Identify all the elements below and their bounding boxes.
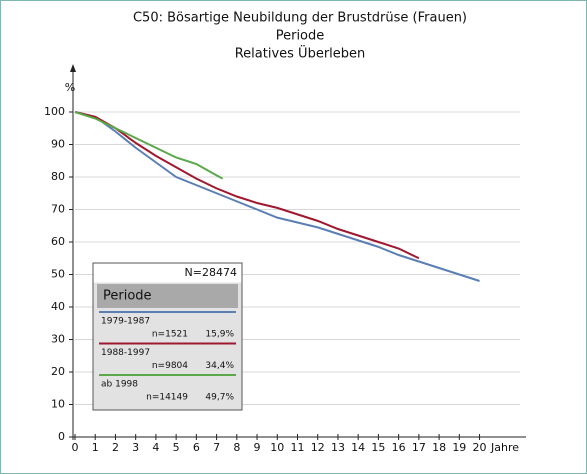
series-line [74, 111, 480, 282]
legend-count: n=1521 [152, 330, 188, 340]
legend-count: n=14149 [146, 393, 188, 403]
chart-title: C50: Bösartige Neubildung der Brustdrüse… [133, 11, 467, 26]
legend-share: 34,4% [205, 361, 234, 371]
legend-title: N=28474 [185, 266, 237, 279]
x-tick-label: 8 [233, 441, 240, 454]
legend-label: 1988-1997 [101, 348, 150, 358]
series-line [74, 111, 224, 180]
x-tick-label: 7 [213, 441, 220, 454]
chart-subtitle: Periode [276, 29, 325, 44]
x-tick-label: 15 [371, 441, 385, 454]
x-tick-label: 19 [452, 441, 466, 454]
legend-header-bg [97, 284, 238, 308]
x-tick-label: 1 [92, 441, 99, 454]
legend-header: Periode [103, 289, 152, 304]
y-tick-label: 60 [51, 235, 65, 248]
y-tick-label: 0 [58, 430, 65, 443]
y-tick-label: 90 [51, 138, 65, 151]
x-tick-label: 16 [392, 441, 406, 454]
y-tick-label: 40 [51, 300, 65, 313]
y-tick-label: 10 [51, 398, 65, 411]
x-axis-label: Jahre [490, 441, 519, 454]
y-axis-label: % [65, 81, 75, 94]
y-axis-arrow [70, 64, 76, 72]
x-tick-label: 13 [331, 441, 345, 454]
x-tick-label: 10 [270, 441, 284, 454]
x-tick-label: 18 [432, 441, 446, 454]
x-tick-label: 11 [291, 441, 305, 454]
x-tick-label: 3 [132, 441, 139, 454]
legend-share: 49,7% [205, 393, 234, 403]
chart-subtitle: Relatives Überleben [235, 45, 366, 62]
y-tick-label: 70 [51, 203, 65, 216]
legend-title-bg [93, 263, 242, 283]
series-line [74, 111, 420, 260]
y-tick-label: 50 [51, 268, 65, 281]
x-tick-label: 6 [193, 441, 200, 454]
legend-label: ab 1998 [101, 380, 138, 390]
legend-count: n=9804 [152, 361, 188, 371]
x-tick-label: 20 [473, 441, 487, 454]
x-tick-label: 5 [173, 441, 180, 454]
y-tick-label: 80 [51, 170, 65, 183]
legend-label: 1979-1987 [101, 317, 150, 327]
y-tick-label: 100 [44, 105, 65, 118]
y-tick-label: 30 [51, 333, 65, 346]
x-tick-label: 2 [112, 441, 119, 454]
x-tick-label: 4 [152, 441, 159, 454]
y-tick-label: 20 [51, 365, 65, 378]
x-tick-label: 17 [412, 441, 426, 454]
x-tick-label: 12 [311, 441, 325, 454]
x-tick-label: 9 [254, 441, 261, 454]
x-tick-label: 14 [351, 441, 365, 454]
x-tick-label: 0 [72, 441, 79, 454]
legend-share: 15,9% [205, 330, 234, 340]
